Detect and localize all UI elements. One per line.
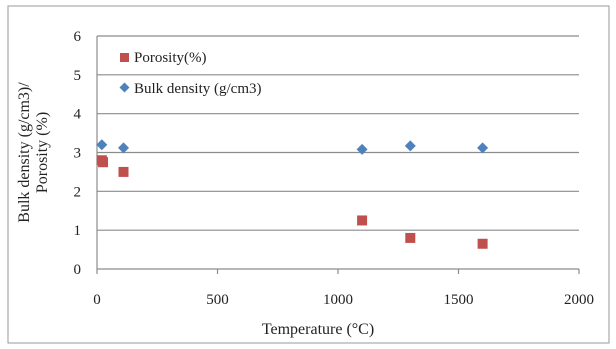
porosity-point: [118, 166, 129, 177]
legend-label-bulk-density: Bulk density (g/cm3): [134, 81, 262, 97]
x-tick-label: 2000: [564, 292, 594, 308]
x-tick-labels: 0 500 1000 1500 2000: [93, 292, 594, 308]
y-tick-label: 5: [74, 68, 82, 84]
porosity-point: [357, 215, 368, 226]
x-axis-title: Temperature (°C): [262, 321, 374, 338]
y-tick-label: 4: [74, 107, 82, 123]
x-tick-label: 1500: [444, 292, 474, 308]
y-tick-labels: 0 1 2 3 4 5 6: [74, 29, 82, 278]
legend-swatch-porosity: [120, 53, 129, 62]
porosity-point: [98, 157, 109, 168]
bulk-density-point: [404, 140, 416, 152]
y-axis-title-line-2: Porosity (%): [34, 112, 51, 193]
y-tick-label: 2: [74, 184, 82, 200]
y-axis-title-line-1: Bulk density (g/cm3)/: [16, 82, 33, 223]
chart-frame: [7, 5, 610, 344]
y-tick-label: 0: [74, 262, 82, 278]
bulk-density-point: [477, 142, 489, 154]
porosity-point: [477, 238, 488, 249]
x-tick-label: 1000: [323, 292, 353, 308]
bulk-density-point: [118, 142, 130, 154]
y-tick-label: 3: [74, 146, 82, 162]
x-tick-label: 500: [206, 292, 229, 308]
legend-label-porosity: Porosity(%): [134, 50, 207, 66]
y-tick-label: 6: [74, 29, 82, 45]
data-points: [96, 139, 489, 249]
bulk-density-point: [96, 139, 108, 151]
legend: Porosity(%) Bulk density (g/cm3): [119, 50, 262, 97]
legend-swatch-bulk-density: [119, 82, 130, 93]
porosity-point: [405, 232, 416, 243]
y-tick-label: 1: [74, 223, 82, 239]
x-tick-label: 0: [93, 292, 101, 308]
axes: [96, 36, 580, 274]
bulk-density-point: [356, 143, 368, 155]
y-axis-title: Bulk density (g/cm3)/ Porosity (%): [16, 82, 51, 223]
gridlines: [97, 35, 579, 231]
